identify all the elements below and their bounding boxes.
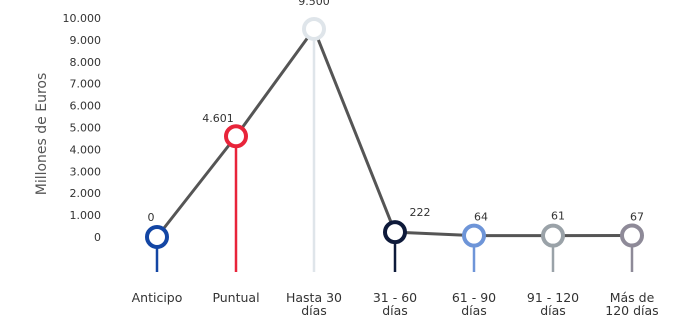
x-category-line: días: [461, 303, 487, 318]
y-tick-label: 8.000: [70, 56, 102, 69]
data-label: 64: [474, 211, 488, 224]
x-category-line: 91 - 120: [527, 290, 579, 305]
data-marker: [462, 223, 486, 248]
data-label: 4.601: [202, 112, 234, 125]
data-marker: [145, 225, 169, 249]
y-tick-label: 1.000: [70, 209, 102, 222]
x-category-line: días: [301, 303, 327, 318]
data-marker: [541, 223, 565, 248]
data-label: 67: [630, 211, 644, 224]
x-category-line: 61 - 90: [452, 290, 496, 305]
data-label: 222: [410, 206, 431, 219]
data-marker: [620, 223, 644, 248]
y-tick-label: 3.000: [70, 165, 102, 178]
data-marker: [383, 220, 407, 245]
y-tick-label: 6.000: [70, 100, 102, 113]
x-category-line: 31 - 60: [373, 290, 417, 305]
x-category-label: Anticipo: [132, 290, 183, 305]
y-axis-ticks: 0 1.000 2.000 3.000 4.000 5.000 6.000 7.000 8.00…: [63, 12, 102, 244]
y-axis-label: Millones de Euros: [34, 73, 50, 196]
data-marker: [224, 124, 248, 149]
x-category-label: 61 - 90 días: [452, 290, 496, 318]
x-category-line: días: [382, 303, 408, 318]
data-marker: [302, 16, 326, 41]
x-category-label: 31 - 60 días: [373, 290, 417, 318]
x-category-line: Más de: [610, 290, 655, 305]
x-category-line: 120 días: [605, 303, 658, 318]
y-tick-label: 4.000: [70, 143, 102, 156]
x-category-line: Hasta 30: [286, 290, 342, 305]
y-tick-label: 2.000: [70, 187, 102, 200]
y-tick-label: 7.000: [70, 78, 102, 91]
x-category-label: Puntual: [212, 290, 259, 305]
y-tick-label: 0: [94, 231, 101, 244]
y-tick-label: 9.000: [70, 34, 102, 47]
x-category-line: Puntual: [212, 290, 259, 305]
y-tick-label: 10.000: [63, 12, 102, 25]
data-markers: [145, 16, 644, 249]
data-label: 0: [148, 211, 155, 224]
x-category-label: 91 - 120 días: [527, 290, 579, 318]
data-label: 9.500: [298, 0, 330, 8]
y-tick-label: 5.000: [70, 122, 102, 135]
data-labels: 0 4.601 9.500 222 64 61 67: [148, 0, 645, 224]
x-category-line: días: [540, 303, 566, 318]
x-category-label: Hasta 30 días: [286, 290, 342, 318]
data-label: 61: [551, 210, 565, 223]
x-category-line: Anticipo: [132, 290, 183, 305]
x-category-label: Más de 120 días: [605, 290, 658, 318]
